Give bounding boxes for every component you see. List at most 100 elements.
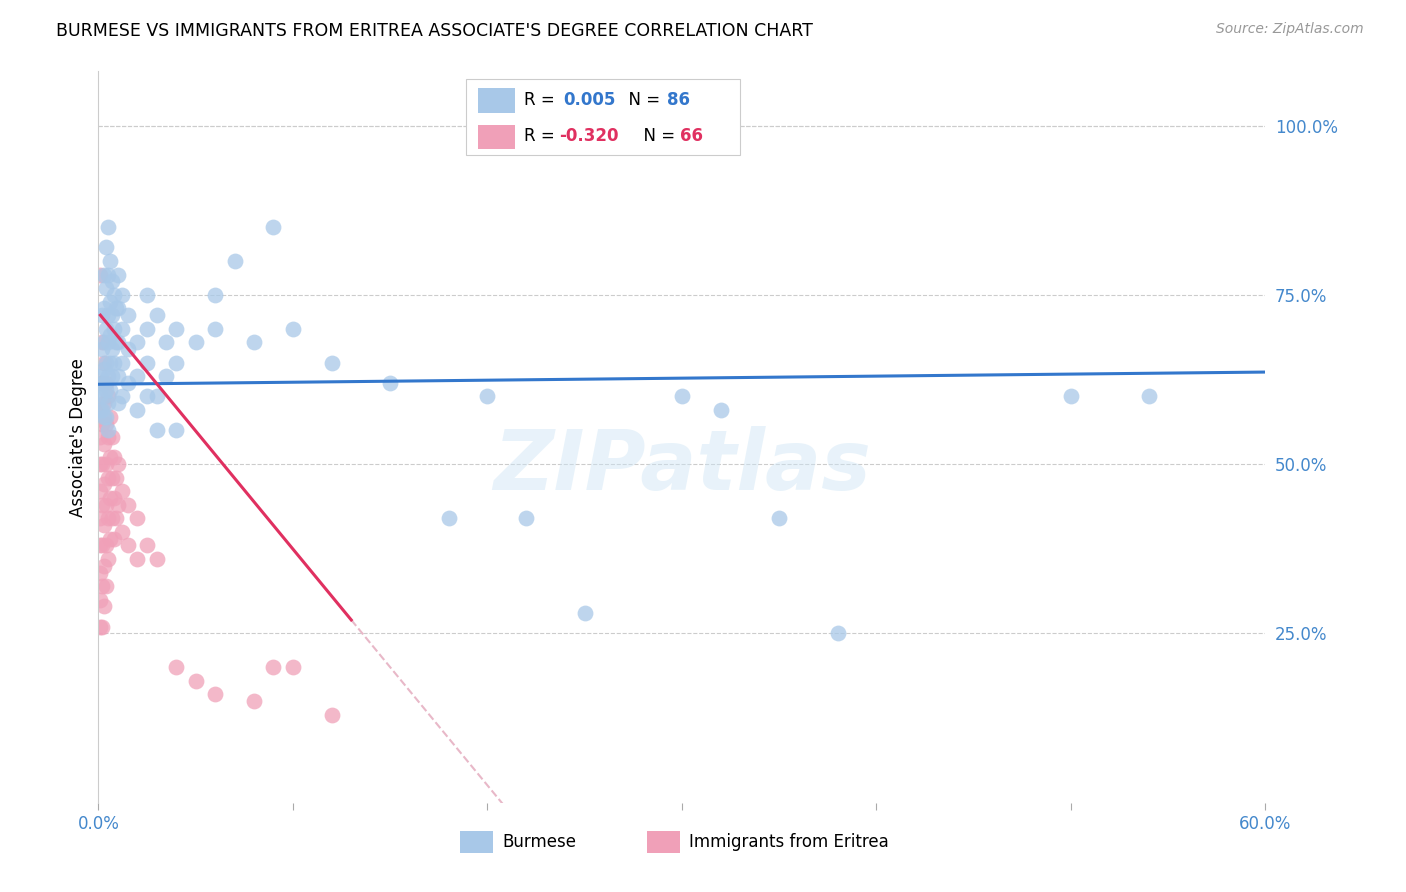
FancyBboxPatch shape [465, 78, 741, 155]
Point [93, 396, 115, 410]
Point [165, 355, 187, 369]
Point [243, 694, 266, 708]
Point [321, 355, 343, 369]
Point [827, 626, 849, 640]
Point [96, 409, 118, 424]
Point [136, 322, 159, 336]
Text: 0.005: 0.005 [562, 91, 616, 109]
Point [96, 579, 118, 593]
Point [98, 409, 121, 424]
Point [89, 566, 111, 580]
Point [97, 268, 120, 282]
Point [97, 430, 120, 444]
Point [136, 288, 159, 302]
Point [101, 342, 124, 356]
Point [91, 538, 114, 552]
Point [710, 403, 733, 417]
Point [97, 396, 120, 410]
Point [671, 389, 693, 403]
Point [204, 688, 226, 702]
Text: Source: ZipAtlas.com: Source: ZipAtlas.com [1216, 22, 1364, 37]
Point [477, 389, 499, 403]
Point [437, 511, 460, 525]
Point [515, 511, 537, 525]
Point [1137, 389, 1160, 403]
Point [91, 376, 114, 390]
Point [96, 417, 118, 431]
Point [89, 592, 111, 607]
Point [165, 660, 187, 674]
Point [165, 423, 187, 437]
Point [103, 532, 125, 546]
Text: ZIPatlas: ZIPatlas [494, 425, 870, 507]
Point [111, 389, 134, 403]
Point [204, 288, 226, 302]
Point [378, 376, 402, 390]
Point [104, 335, 127, 350]
Point [136, 538, 159, 552]
Point [98, 328, 121, 343]
Point [96, 281, 118, 295]
Point [262, 660, 284, 674]
Text: R =: R = [524, 91, 565, 109]
Point [117, 342, 139, 356]
Text: -0.320: -0.320 [560, 128, 619, 145]
Point [89, 430, 111, 444]
Point [96, 383, 118, 397]
Point [89, 538, 111, 552]
Point [224, 254, 246, 268]
Point [91, 308, 114, 322]
Point [93, 409, 115, 424]
Point [117, 308, 139, 322]
Point [93, 335, 115, 350]
Point [89, 484, 111, 499]
Point [89, 511, 111, 525]
Point [97, 308, 120, 322]
Point [101, 274, 124, 288]
Point [93, 301, 115, 316]
Text: Immigrants from Eritrea: Immigrants from Eritrea [689, 832, 889, 851]
Point [107, 268, 129, 282]
Point [93, 437, 115, 451]
Point [96, 240, 118, 254]
Point [204, 322, 226, 336]
Point [89, 403, 111, 417]
Point [89, 268, 111, 282]
Point [91, 457, 114, 471]
Point [93, 389, 115, 403]
Point [104, 301, 127, 316]
FancyBboxPatch shape [478, 88, 515, 113]
Point [146, 389, 169, 403]
Point [91, 579, 114, 593]
Text: N =: N = [633, 128, 681, 145]
Point [111, 288, 134, 302]
Point [127, 511, 149, 525]
Point [97, 369, 120, 384]
Point [127, 369, 149, 384]
Point [89, 620, 111, 634]
Point [97, 389, 120, 403]
Point [96, 538, 118, 552]
Point [111, 524, 134, 539]
Point [98, 532, 121, 546]
Text: 66: 66 [679, 128, 703, 145]
Point [93, 355, 115, 369]
Point [96, 498, 118, 512]
Point [91, 403, 114, 417]
Text: Burmese: Burmese [502, 832, 576, 851]
Point [136, 355, 159, 369]
Point [117, 376, 139, 390]
Point [127, 335, 149, 350]
Point [97, 511, 120, 525]
Y-axis label: Associate's Degree: Associate's Degree [69, 358, 87, 516]
Point [96, 376, 118, 390]
Point [101, 471, 124, 485]
Point [146, 552, 169, 566]
Point [117, 538, 139, 552]
Point [91, 376, 114, 390]
Point [103, 355, 125, 369]
Point [262, 220, 284, 235]
Point [155, 335, 177, 350]
Point [155, 369, 177, 384]
Point [98, 491, 121, 505]
